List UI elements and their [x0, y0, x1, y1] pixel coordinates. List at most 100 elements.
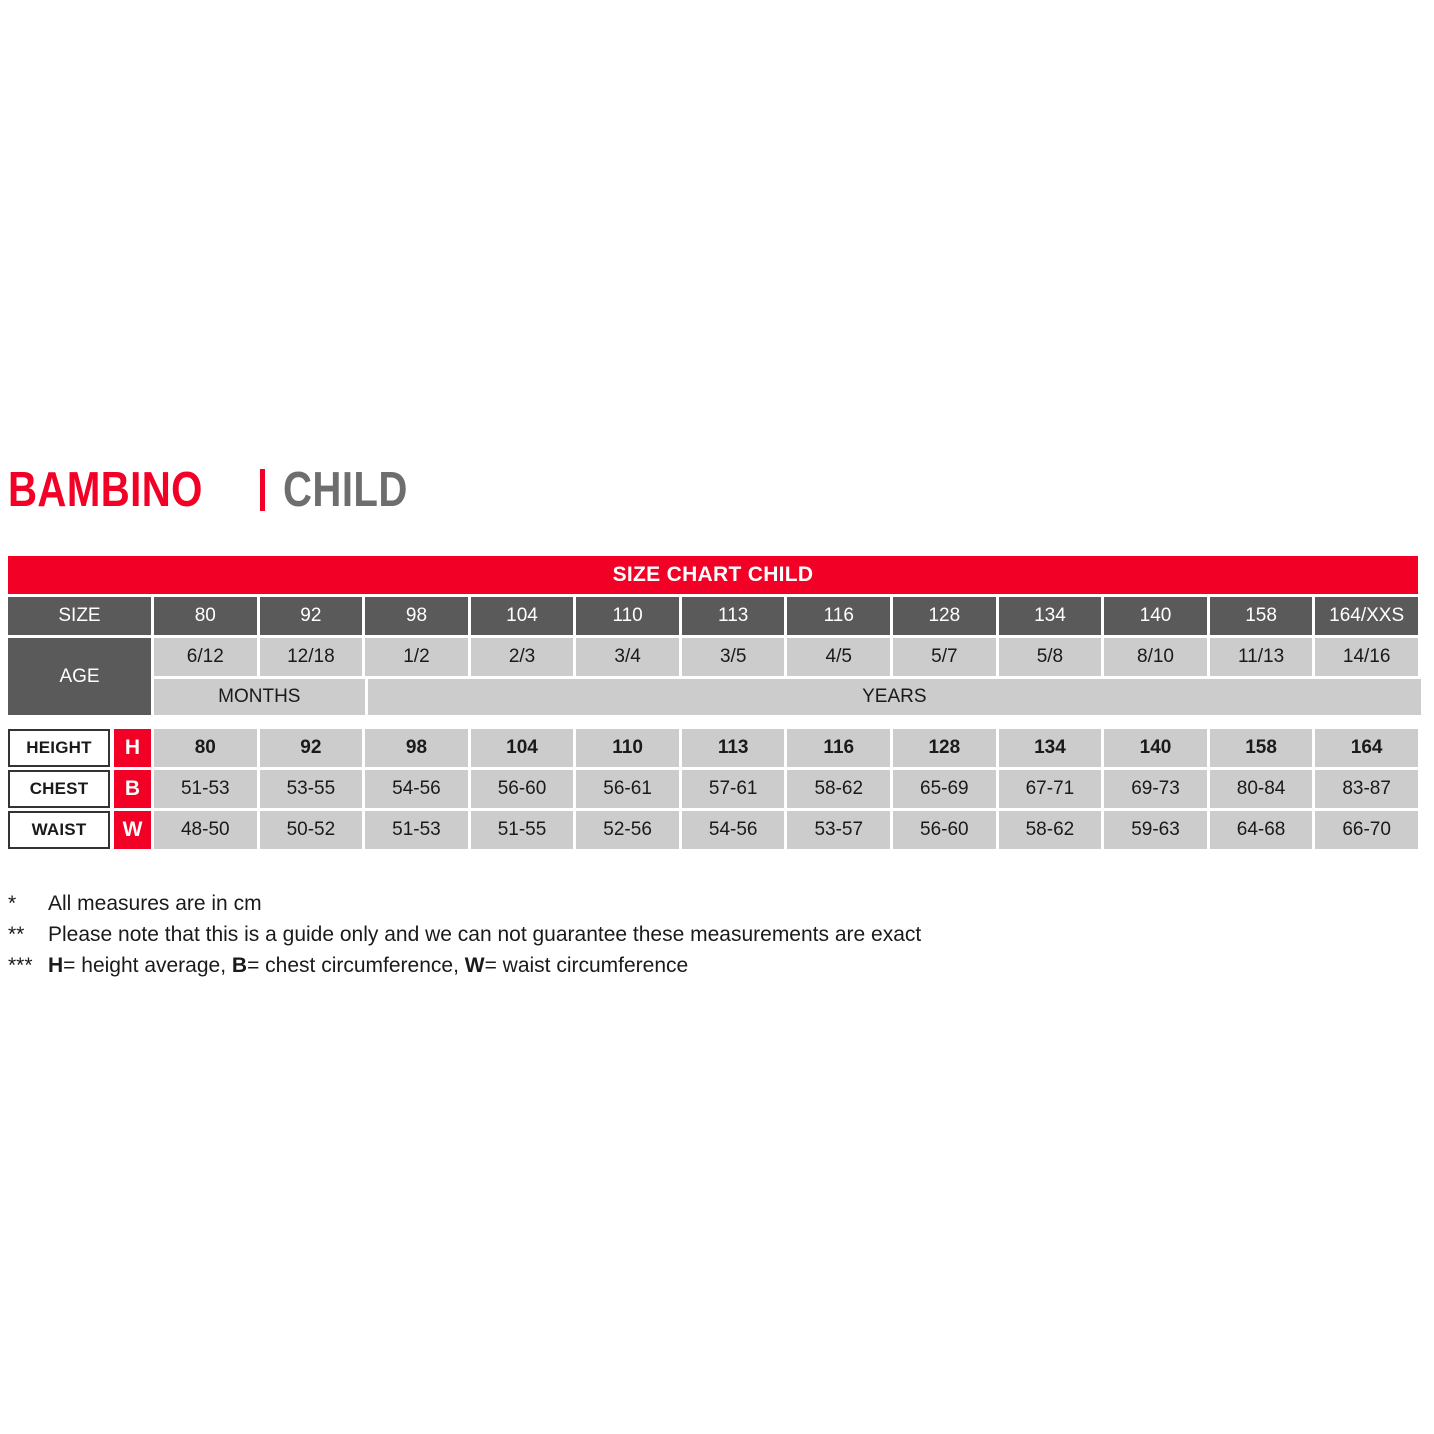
row-label-waist-text: WAIST [8, 811, 110, 849]
size-row: SIZE 80 92 98 104 110 113 116 128 134 140 158 164/X… [8, 597, 1418, 635]
height-cell: 110 [576, 729, 679, 767]
chest-row: CHEST B 51-53 53-55 54-56 56-60 56-61 57-61 58… [8, 770, 1418, 808]
footnote-part1: = height average, [63, 954, 232, 977]
footnote-2: ** Please note that this is a guide only… [8, 919, 1308, 950]
title-divider [259, 469, 265, 511]
age-values-row: 6/12 12/18 1/2 2/3 3/4 3/5 4/5 5/7 5/8 8/10 11/13 1… [154, 638, 1418, 676]
size-cell: 92 [259, 597, 363, 635]
age-unit-cell: YEARS [367, 679, 1421, 715]
size-cell: 113 [681, 597, 785, 635]
chest-cell: 83-87 [1315, 770, 1418, 808]
title-sub: CHILD [282, 462, 408, 517]
age-cell: 1/2 [365, 638, 468, 676]
chest-cell: 53-55 [259, 770, 363, 808]
footnote-2-text: Please note that this is a guide only an… [48, 923, 922, 946]
height-cell: 113 [681, 729, 785, 767]
chest-cells: 51-53 53-55 54-56 56-60 56-61 57-61 58-62 65-69… [154, 770, 1418, 808]
chart-banner: SIZE CHART CHILD [8, 556, 1418, 594]
waist-cell: 53-57 [787, 811, 891, 849]
chest-cell: 58-62 [787, 770, 891, 808]
footnote-3-text: H= height average, B= chest circumferenc… [48, 950, 1308, 981]
height-cells: 80 92 98 104 110 113 116 128 134 140 158 164 [154, 729, 1418, 767]
chest-cell: 54-56 [365, 770, 468, 808]
waist-cell: 58-62 [998, 811, 1102, 849]
badge-h: H [114, 729, 151, 767]
row-label-height-text: HEIGHT [8, 729, 110, 767]
chest-cell: 80-84 [1209, 770, 1313, 808]
row-label-size: SIZE [8, 597, 151, 635]
height-cell: 104 [470, 729, 574, 767]
waist-cell: 52-56 [576, 811, 679, 849]
size-cell: 80 [154, 597, 257, 635]
age-cell: 5/8 [998, 638, 1102, 676]
height-cell: 98 [365, 729, 468, 767]
title-brand: BAMBINO [8, 462, 203, 517]
footnote-1-text: All measures are in cm [48, 892, 262, 915]
waist-cell: 66-70 [1315, 811, 1418, 849]
age-cell: 12/18 [259, 638, 363, 676]
waist-cell: 54-56 [681, 811, 785, 849]
size-cell: 158 [1209, 597, 1313, 635]
age-row: AGE 6/12 12/18 1/2 2/3 3/4 3/5 4/5 5/7 5/8 8/10 11… [8, 638, 1421, 715]
age-cell: 4/5 [787, 638, 891, 676]
size-cells: 80 92 98 104 110 113 116 128 134 140 158 164/XXS [154, 597, 1418, 635]
height-cell: 158 [1209, 729, 1313, 767]
height-cell: 140 [1104, 729, 1207, 767]
footnote-1: * All measures are in cm [8, 888, 1308, 919]
age-cell: 11/13 [1209, 638, 1313, 676]
row-label-chest: CHEST B [8, 770, 151, 808]
waist-cell: 50-52 [259, 811, 363, 849]
height-cell: 92 [259, 729, 363, 767]
chest-cell: 57-61 [681, 770, 785, 808]
age-cell: 3/5 [681, 638, 785, 676]
waist-cell: 59-63 [1104, 811, 1207, 849]
age-cell: 5/7 [893, 638, 996, 676]
age-cell: 14/16 [1315, 638, 1418, 676]
chest-cell: 56-60 [470, 770, 574, 808]
height-cell: 128 [893, 729, 996, 767]
size-cell: 140 [1104, 597, 1207, 635]
waist-cell: 56-60 [893, 811, 996, 849]
height-cell: 80 [154, 729, 257, 767]
footnote-w: W [464, 954, 485, 977]
chest-cell: 69-73 [1104, 770, 1207, 808]
size-cell: 110 [576, 597, 679, 635]
badge-w: W [114, 811, 151, 849]
badge-b: B [114, 770, 151, 808]
row-label-waist: WAIST W [8, 811, 151, 849]
size-chart-table: SIZE CHART CHILD SIZE 80 92 98 104 110 113 116… [8, 556, 1421, 849]
waist-cell: 64-68 [1209, 811, 1313, 849]
footnote-1-mark: * [8, 892, 17, 915]
age-cell: 6/12 [154, 638, 257, 676]
footnote-h: H [48, 954, 64, 977]
age-stack: 6/12 12/18 1/2 2/3 3/4 3/5 4/5 5/7 5/8 8/10 11/13 1… [154, 638, 1421, 715]
age-cell: 2/3 [470, 638, 574, 676]
row-label-age: AGE [8, 638, 151, 715]
chest-cell: 56-61 [576, 770, 679, 808]
size-cell: 104 [470, 597, 574, 635]
footnotes: * All measures are in cm ** Please note … [8, 888, 1308, 981]
age-cell: 3/4 [576, 638, 679, 676]
footnote-part2: = chest circumference, [247, 954, 465, 977]
row-label-height: HEIGHT H [8, 729, 151, 767]
size-cell: 164/XXS [1315, 597, 1418, 635]
footnote-part3: = waist circumference [484, 954, 689, 977]
size-cell: 134 [998, 597, 1102, 635]
size-cell: 98 [365, 597, 468, 635]
waist-cells: 48-50 50-52 51-53 51-55 52-56 54-56 53-57 56-60… [154, 811, 1418, 849]
waist-cell: 51-53 [365, 811, 468, 849]
size-cell: 116 [787, 597, 891, 635]
height-cell: 164 [1315, 729, 1418, 767]
page-title: BAMBINO CHILD [8, 462, 435, 518]
row-label-chest-text: CHEST [8, 770, 110, 808]
size-cell: 128 [893, 597, 996, 635]
age-cells: 6/12 12/18 1/2 2/3 3/4 3/5 4/5 5/7 5/8 8/10 11/13 1… [154, 638, 1418, 676]
waist-cell: 51-55 [470, 811, 574, 849]
age-unit-row: MONTHS YEARS [154, 679, 1421, 715]
spacer [8, 715, 1418, 729]
height-row: HEIGHT H 80 92 98 104 110 113 116 128 134 140 158 1… [8, 729, 1418, 767]
waist-cell: 48-50 [154, 811, 257, 849]
footnote-b: B [231, 954, 248, 977]
height-cell: 116 [787, 729, 891, 767]
